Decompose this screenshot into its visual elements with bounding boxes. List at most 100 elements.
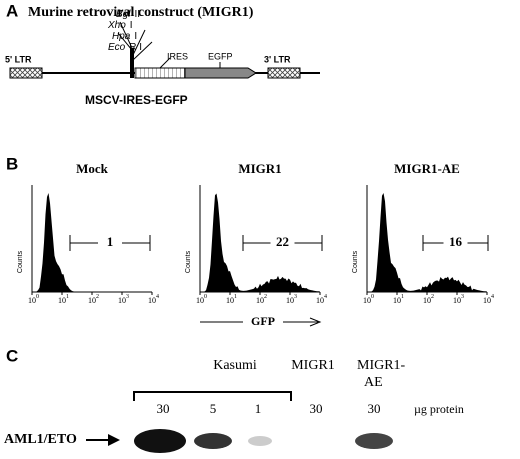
tick-exponent: 0 — [36, 294, 39, 300]
amount-label: 1 — [255, 401, 262, 416]
histogram-shape — [367, 193, 487, 292]
x-tick-label: 102 — [423, 294, 434, 304]
amount-label: 30 — [157, 401, 170, 416]
tick-base: 10 — [423, 296, 431, 305]
egfp-box — [184, 67, 257, 79]
amount-label: 5 — [210, 401, 217, 416]
tick-base: 10 — [88, 296, 96, 305]
tick-exponent: 3 — [126, 294, 129, 300]
tick-base: 10 — [148, 296, 156, 305]
gate-backing — [443, 235, 468, 251]
site-name: Hpa — [112, 31, 131, 42]
unit-label: µg protein — [414, 402, 464, 416]
gfp-arrow-head — [309, 317, 322, 327]
band — [134, 429, 186, 453]
x-tick-label: 104 — [316, 294, 327, 304]
tick-exponent: 1 — [234, 294, 237, 300]
y-axis-label: Counts — [185, 250, 192, 273]
x-tick-label: 101 — [393, 294, 404, 304]
ires-box — [134, 67, 186, 79]
band — [355, 433, 393, 449]
tick-base: 10 — [363, 296, 371, 305]
tick-exponent: 0 — [371, 294, 374, 300]
bracket — [133, 391, 292, 401]
site-name: Eco — [108, 42, 126, 53]
tick-exponent: 4 — [156, 294, 159, 300]
gate-backing — [270, 235, 295, 251]
gate-value: 22 — [276, 234, 289, 249]
x-tick-label: 100 — [28, 294, 39, 304]
site-label: Bgl II — [116, 9, 140, 20]
histogram-shape — [200, 193, 320, 292]
panel-title: Murine retroviral construct (MIGR1) — [28, 5, 254, 20]
band — [248, 436, 272, 446]
tick-base: 10 — [483, 296, 491, 305]
group-label: AE — [364, 375, 383, 390]
tick-exponent: 2 — [431, 294, 434, 300]
tick-base: 10 — [256, 296, 264, 305]
x-tick-label: 104 — [483, 294, 494, 304]
x-tick-label: 102 — [256, 294, 267, 304]
amount-label: 30 — [368, 401, 381, 416]
panel-label: B — [6, 154, 18, 173]
tick-exponent: 4 — [324, 294, 327, 300]
x-tick-label: 103 — [118, 294, 129, 304]
mcs-bar — [130, 48, 134, 78]
site-label: Hpa I — [112, 31, 137, 42]
group-label: MIGR1 — [291, 358, 335, 373]
tick-exponent: 3 — [294, 294, 297, 300]
site-suffix: R I — [129, 42, 142, 53]
x-tick-label: 104 — [148, 294, 159, 304]
x-tick-label: 101 — [58, 294, 69, 304]
amount-label: 30 — [310, 401, 323, 416]
tick-exponent: 1 — [66, 294, 69, 300]
gate-value: 1 — [107, 234, 114, 249]
x-tick-label: 100 — [363, 294, 374, 304]
ires-label: IRES — [167, 51, 188, 61]
site-line — [132, 29, 146, 56]
tick-exponent: 1 — [401, 294, 404, 300]
tick-exponent: 2 — [96, 294, 99, 300]
site-name: Xho — [107, 20, 126, 31]
tick-base: 10 — [453, 296, 461, 305]
site-line — [132, 41, 153, 61]
group-label: MIGR1- — [357, 358, 406, 373]
x-tick-label: 101 — [226, 294, 237, 304]
site-line — [117, 32, 133, 51]
x-tick-label: 103 — [453, 294, 464, 304]
site-suffix: II — [134, 9, 140, 20]
tick-exponent: 0 — [204, 294, 207, 300]
site-line — [119, 21, 133, 49]
y-axis-label: Counts — [352, 250, 359, 273]
x-tick-label: 100 — [196, 294, 207, 304]
tick-exponent: 3 — [461, 294, 464, 300]
tick-base: 10 — [393, 296, 401, 305]
tick-base: 10 — [58, 296, 66, 305]
group-label: Kasumi — [213, 358, 257, 373]
tick-base: 10 — [28, 296, 36, 305]
arrow-head — [108, 434, 120, 446]
construct-caption: MSCV-IRES-EGFP — [85, 93, 188, 107]
plot-title: Mock — [76, 161, 109, 176]
site-label: Eco R I — [108, 42, 142, 53]
x-tick-label: 103 — [286, 294, 297, 304]
egfp-label: EGFP — [208, 51, 233, 61]
site-suffix: I — [130, 20, 133, 31]
label-backing — [243, 314, 283, 330]
band — [194, 433, 232, 449]
tick-base: 10 — [118, 296, 126, 305]
tick-base: 10 — [196, 296, 204, 305]
site-label: Xho I — [107, 20, 133, 31]
tick-exponent: 2 — [264, 294, 267, 300]
histogram-shape — [32, 193, 152, 292]
plot-title: MIGR1-AE — [394, 161, 460, 176]
ltr-box — [9, 67, 43, 79]
ltr-box — [267, 67, 301, 79]
gate-backing — [98, 235, 122, 251]
ltr-label: 5' LTR — [5, 54, 32, 64]
ltr-label: 3' LTR — [264, 54, 291, 64]
